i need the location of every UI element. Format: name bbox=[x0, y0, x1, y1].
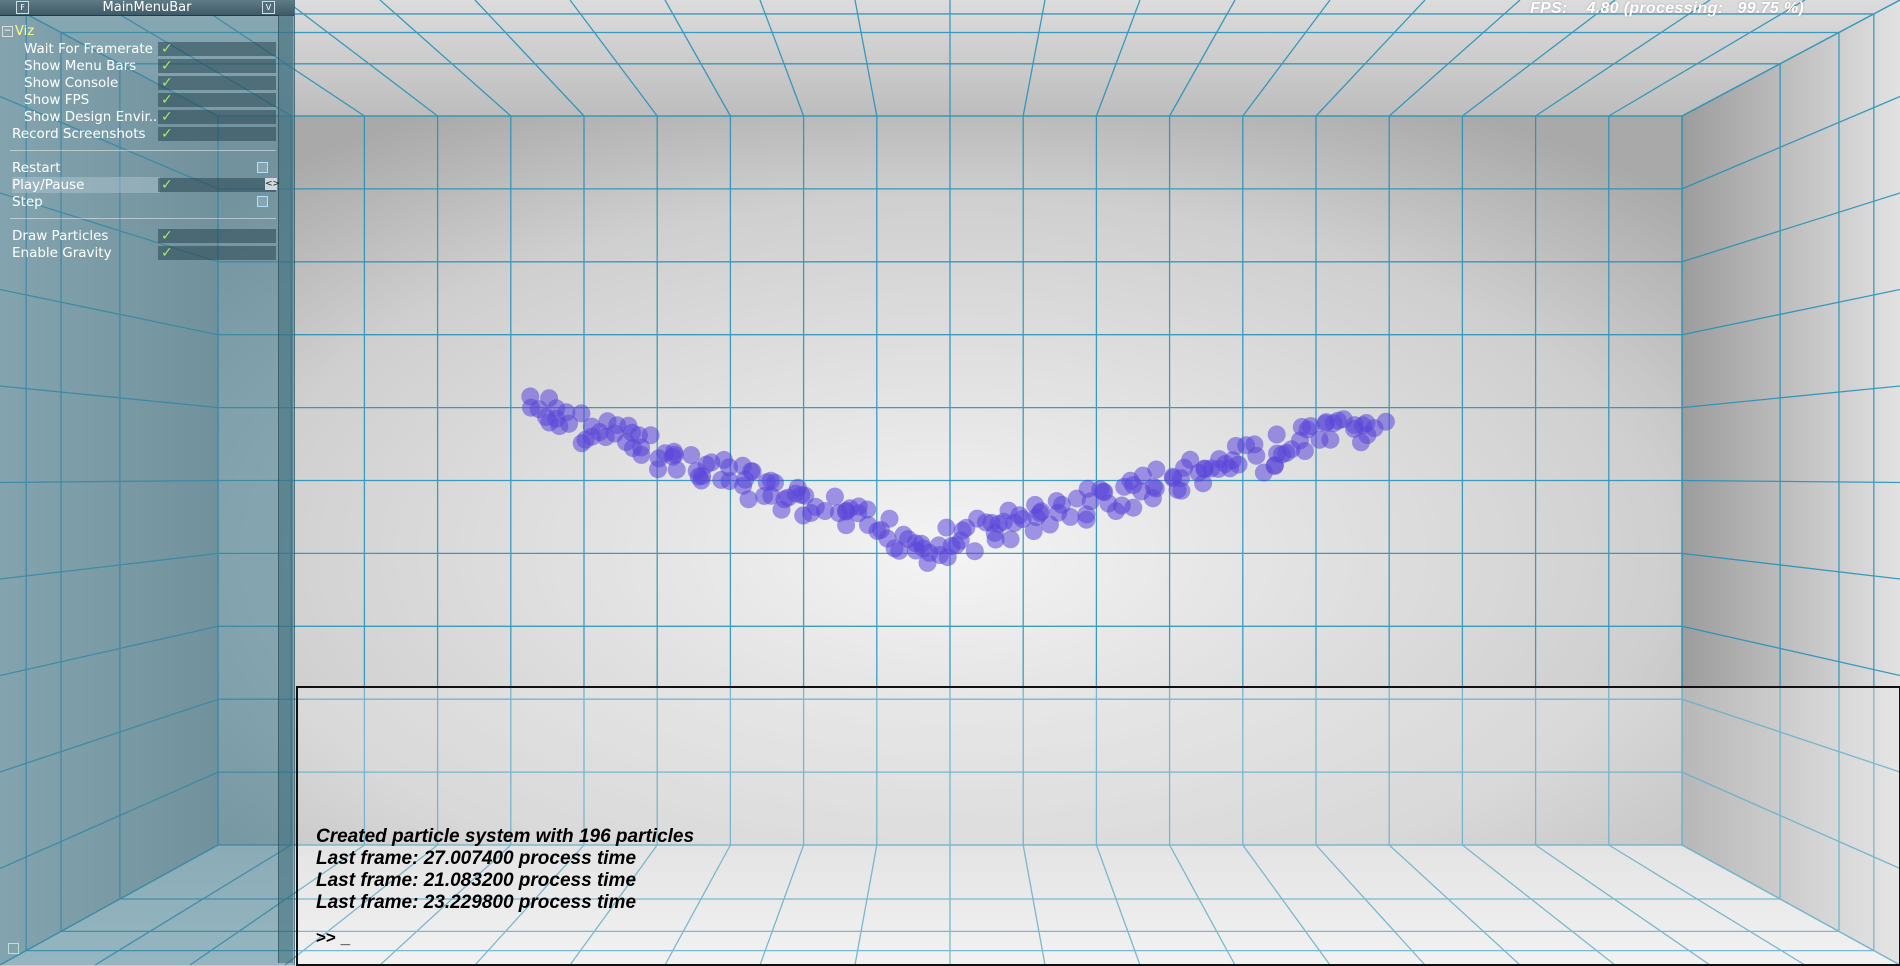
console-panel[interactable]: Created particle system with 196 particl… bbox=[296, 686, 1900, 966]
menu-item-draw-particles[interactable]: Draw Particles ✓ bbox=[0, 228, 278, 244]
check-icon[interactable]: ✓ bbox=[161, 245, 173, 261]
console-line: Last frame: 27.007400 process time bbox=[316, 848, 637, 869]
collapse-toggle-icon[interactable]: − bbox=[2, 26, 13, 37]
particle bbox=[816, 502, 834, 520]
fps-readout: FPS: 4.80 (processing: 99.75 %) bbox=[1529, 0, 1804, 17]
particle bbox=[1376, 412, 1395, 431]
console-prompt-input[interactable]: >> _ bbox=[316, 928, 351, 947]
particle bbox=[1010, 506, 1029, 525]
console-line: Last frame: 23.229800 process time bbox=[316, 892, 637, 913]
particle bbox=[1095, 483, 1114, 501]
menu-item-play-pause[interactable]: Play/Pause ✓ <> bbox=[12, 177, 281, 193]
particle bbox=[1061, 507, 1080, 526]
menu-item-enable-gravity[interactable]: Enable Gravity ✓ bbox=[0, 245, 278, 261]
check-icon[interactable]: ✓ bbox=[161, 75, 173, 91]
check-icon[interactable]: ✓ bbox=[161, 109, 173, 125]
arrows-icon[interactable]: <> bbox=[265, 178, 281, 190]
collapse-icon[interactable]: V bbox=[262, 1, 275, 14]
check-icon[interactable]: ✓ bbox=[161, 126, 173, 142]
particle bbox=[858, 500, 877, 519]
particle bbox=[906, 534, 925, 553]
check-icon[interactable]: ✓ bbox=[161, 41, 173, 57]
menu-item-restart[interactable]: Restart bbox=[0, 160, 278, 176]
main-menu-bar: F MainMenuBar V − Viz Wait For Framerate … bbox=[0, 0, 295, 965]
particle bbox=[1295, 442, 1314, 460]
particle bbox=[632, 438, 651, 457]
particle bbox=[521, 387, 540, 406]
particle bbox=[667, 460, 686, 479]
restart-button-icon[interactable] bbox=[257, 162, 268, 173]
menu-item-show-menu-bars[interactable]: Show Menu Bars ✓ bbox=[0, 58, 278, 74]
resize-grip-icon[interactable] bbox=[8, 943, 19, 954]
particle bbox=[1001, 530, 1020, 549]
particle bbox=[953, 521, 972, 540]
viz-group-header[interactable]: − Viz bbox=[2, 24, 272, 39]
particle bbox=[1267, 425, 1286, 444]
check-icon[interactable]: ✓ bbox=[161, 177, 173, 193]
particle bbox=[1077, 505, 1096, 524]
particle bbox=[947, 536, 966, 555]
menu-title-bar[interactable]: F MainMenuBar V bbox=[0, 0, 294, 16]
particle bbox=[739, 490, 758, 509]
particle bbox=[825, 487, 844, 506]
particle bbox=[665, 442, 683, 461]
menu-item-show-fps[interactable]: Show FPS ✓ bbox=[0, 92, 278, 108]
menu-item-wait-for-framerate[interactable]: Wait For Framerate ✓ bbox=[0, 41, 278, 57]
particle bbox=[880, 509, 899, 528]
check-icon[interactable]: ✓ bbox=[161, 92, 173, 108]
console-log: Created particle system with 196 particl… bbox=[316, 826, 694, 914]
pin-icon[interactable]: F bbox=[16, 1, 29, 14]
particle bbox=[641, 426, 660, 445]
menu-title: MainMenuBar bbox=[102, 0, 192, 15]
particle bbox=[742, 462, 761, 481]
menu-item-step[interactable]: Step bbox=[0, 194, 278, 210]
particle bbox=[734, 476, 753, 495]
particle bbox=[1172, 481, 1191, 500]
check-icon[interactable]: ✓ bbox=[161, 58, 173, 74]
particle bbox=[649, 460, 667, 479]
particle bbox=[1147, 460, 1166, 479]
particle bbox=[1282, 440, 1301, 459]
particle bbox=[1245, 435, 1264, 454]
particle bbox=[1024, 522, 1043, 541]
check-icon[interactable]: ✓ bbox=[161, 228, 173, 244]
particle bbox=[1133, 466, 1152, 485]
console-line: Created particle system with 196 particl… bbox=[316, 826, 695, 847]
particle bbox=[1181, 450, 1200, 469]
right-wall bbox=[1682, 0, 1900, 965]
particle bbox=[1321, 430, 1340, 449]
particle bbox=[761, 471, 780, 490]
particle-cloud bbox=[521, 387, 1395, 572]
particle bbox=[937, 518, 956, 537]
menu-divider bbox=[10, 150, 276, 151]
particle bbox=[1032, 502, 1051, 521]
menu-item-record-screenshots[interactable]: Record Screenshots ✓ bbox=[0, 126, 278, 142]
console-line: Last frame: 21.083200 process time bbox=[316, 870, 637, 891]
particle bbox=[837, 516, 856, 535]
step-button-icon[interactable] bbox=[257, 196, 268, 207]
particle bbox=[965, 542, 984, 561]
particle bbox=[572, 404, 591, 423]
particle bbox=[1124, 498, 1143, 517]
particle bbox=[720, 472, 739, 491]
particle bbox=[986, 530, 1005, 549]
menu-item-show-design-environment[interactable]: Show Design Envir.. ✓ bbox=[0, 109, 278, 125]
particle bbox=[1301, 417, 1320, 436]
particle bbox=[682, 446, 701, 465]
particle bbox=[1229, 455, 1248, 474]
viz-group-label: Viz bbox=[15, 24, 35, 39]
menu-divider bbox=[10, 218, 276, 219]
particle bbox=[714, 450, 733, 469]
particle bbox=[557, 403, 576, 422]
particle bbox=[1146, 479, 1165, 498]
menu-item-show-console[interactable]: Show Console ✓ bbox=[0, 75, 278, 91]
menu-scrollbar[interactable] bbox=[278, 15, 293, 963]
